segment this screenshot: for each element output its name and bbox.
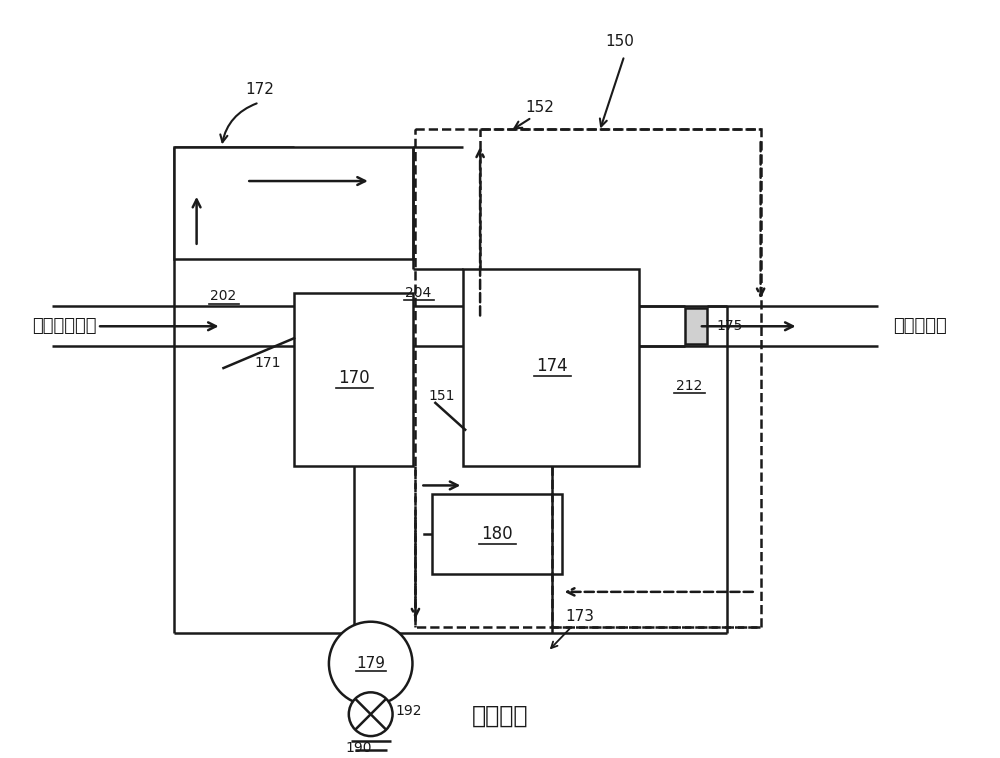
Text: 来自排气歧管: 来自排气歧管 (32, 318, 97, 335)
Text: 152: 152 (525, 100, 554, 115)
Circle shape (349, 692, 393, 736)
Text: 212: 212 (676, 379, 702, 393)
Circle shape (329, 622, 412, 705)
Text: 180: 180 (481, 525, 513, 543)
Text: 204: 204 (405, 287, 432, 300)
Text: 179: 179 (356, 656, 385, 671)
Text: 172: 172 (245, 82, 274, 97)
Text: 171: 171 (254, 356, 281, 370)
Bar (415, 130, 761, 627)
Text: 150: 150 (605, 34, 634, 49)
Bar (294, 293, 413, 465)
Bar (685, 309, 707, 344)
Text: 174: 174 (536, 357, 568, 375)
Text: 192: 192 (396, 704, 422, 719)
Text: 151: 151 (428, 389, 455, 403)
Text: 175: 175 (717, 319, 743, 334)
Text: 202: 202 (210, 290, 237, 303)
Bar (463, 268, 639, 465)
Text: 190: 190 (345, 741, 372, 755)
Bar (174, 147, 413, 258)
Text: 170: 170 (338, 369, 370, 387)
Bar (432, 494, 562, 574)
Text: 173: 173 (565, 609, 594, 625)
Text: 第一模式: 第一模式 (472, 704, 528, 728)
Text: 至排气尾管: 至排气尾管 (893, 318, 947, 335)
